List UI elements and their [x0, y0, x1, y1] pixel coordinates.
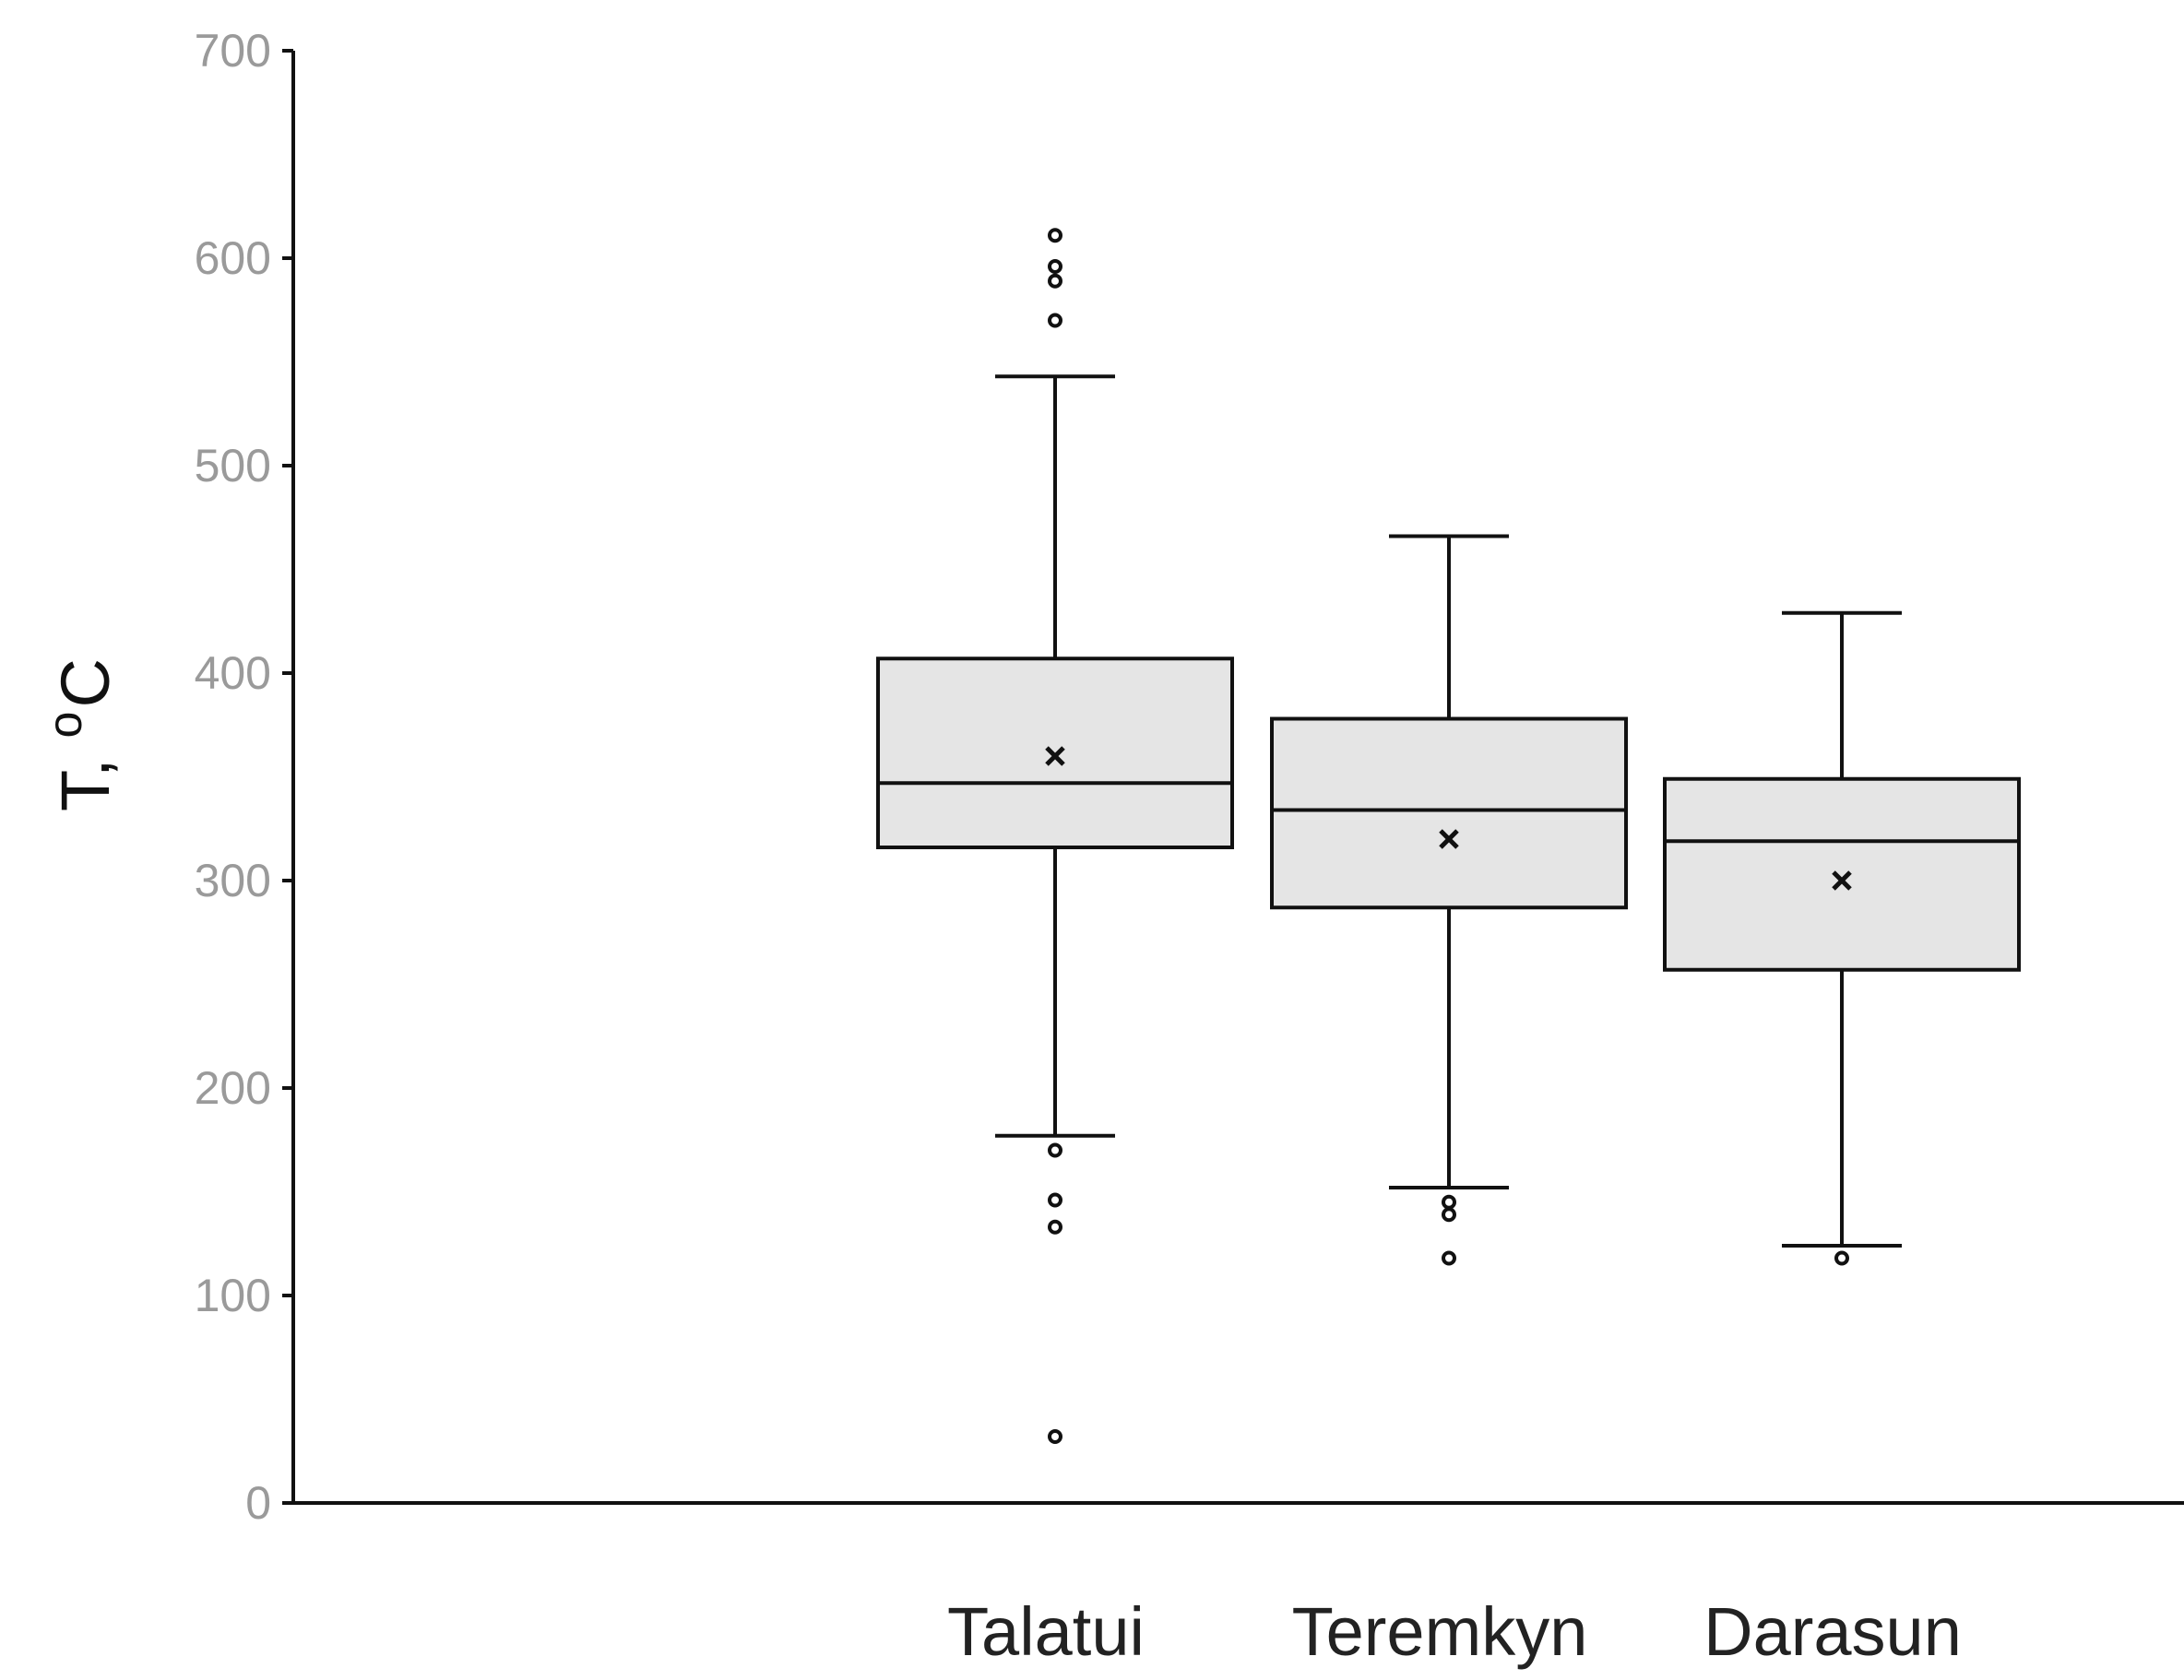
outlier-point	[1048, 1142, 1062, 1158]
y-axis-ticks: 0 100 200 300 400 500 600 700	[195, 25, 293, 1529]
outlier-point	[1834, 1250, 1849, 1266]
mean-marker	[1439, 829, 1459, 849]
mean-marker	[1045, 746, 1065, 766]
iqr-box	[1270, 716, 1628, 910]
outlier-point	[1048, 1429, 1062, 1444]
outlier-point	[1048, 1192, 1062, 1208]
y-tick-label: 300	[195, 855, 271, 906]
outlier-point	[1048, 313, 1062, 328]
mean-marker	[1832, 870, 1852, 891]
outlier-point	[1048, 228, 1062, 243]
box-series	[876, 228, 2021, 1444]
x-category-label: Talatui	[947, 1593, 1145, 1670]
iqr-box	[1663, 776, 2021, 972]
y-axis-label: T, o C	[39, 658, 124, 811]
box-teremkyn	[1270, 534, 1628, 1266]
y-tick-label: 400	[195, 647, 271, 699]
x-category-label: Darasun	[1703, 1593, 1962, 1670]
y-tick-label: 0	[245, 1477, 271, 1529]
y-axis-label-main: T,	[47, 758, 124, 811]
x-axis-labels: Talatui Teremkyn Darasun	[947, 1593, 1962, 1670]
y-tick-label: 600	[195, 232, 271, 284]
y-tick-label: 100	[195, 1270, 271, 1321]
outlier-point	[1048, 259, 1062, 274]
y-axis-label-degree: o	[39, 712, 92, 739]
outlier-point	[1048, 273, 1062, 289]
box-darasun	[1663, 610, 2021, 1266]
y-tick-label: 200	[195, 1062, 271, 1114]
y-axis-label-unit: C	[47, 658, 124, 707]
outlier-point	[1442, 1250, 1456, 1266]
y-tick-label: 500	[195, 440, 271, 491]
outlier-point	[1048, 1219, 1062, 1235]
y-tick-label: 700	[195, 25, 271, 77]
box-talatui	[876, 228, 1234, 1444]
outlier-point	[1442, 1194, 1456, 1210]
x-category-label: Teremkyn	[1292, 1593, 1588, 1670]
outlier-point	[1442, 1207, 1456, 1223]
